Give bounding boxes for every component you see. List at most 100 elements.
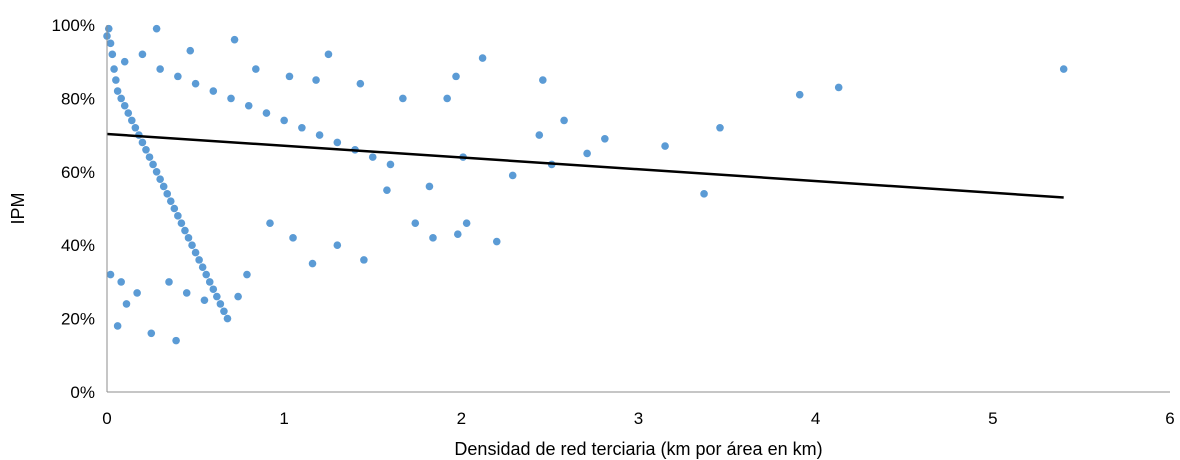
data-point bbox=[1059, 65, 1068, 73]
data-point bbox=[601, 134, 609, 143]
data-point bbox=[186, 46, 195, 55]
data-point bbox=[195, 256, 203, 264]
data-point bbox=[386, 160, 395, 169]
y-axis-title: IPM bbox=[8, 192, 28, 224]
data-point bbox=[243, 270, 251, 279]
data-point bbox=[443, 94, 451, 103]
data-point bbox=[478, 54, 487, 62]
data-point bbox=[360, 256, 368, 264]
data-point bbox=[383, 186, 391, 194]
data-point bbox=[280, 116, 288, 125]
data-point bbox=[138, 138, 147, 147]
x-tick-label: 3 bbox=[634, 409, 643, 428]
data-point bbox=[539, 76, 547, 84]
data-point bbox=[227, 94, 235, 103]
data-point bbox=[142, 145, 150, 154]
data-point bbox=[124, 109, 133, 117]
data-point bbox=[285, 72, 294, 81]
data-point bbox=[145, 153, 154, 161]
data-point bbox=[198, 263, 207, 272]
data-point bbox=[138, 50, 147, 59]
data-point bbox=[266, 219, 274, 227]
x-tick-label: 5 bbox=[988, 409, 997, 428]
data-point bbox=[147, 329, 156, 338]
data-point bbox=[106, 270, 115, 279]
x-axis-title: Densidad de red terciaria (km por área e… bbox=[454, 439, 822, 459]
data-point bbox=[191, 79, 200, 88]
x-tick-label: 0 bbox=[102, 409, 111, 428]
data-point bbox=[202, 270, 211, 279]
data-point bbox=[508, 171, 517, 180]
y-tick-label: 20% bbox=[61, 310, 95, 329]
data-point bbox=[315, 131, 324, 139]
data-point bbox=[112, 76, 120, 84]
data-point bbox=[356, 79, 365, 88]
trend-line bbox=[106, 132, 1064, 199]
data-point bbox=[159, 182, 168, 191]
data-point bbox=[220, 307, 228, 316]
data-point bbox=[368, 153, 377, 161]
data-point bbox=[429, 234, 437, 242]
data-point bbox=[795, 90, 804, 99]
data-point bbox=[583, 149, 591, 158]
data-point bbox=[289, 234, 297, 242]
data-point bbox=[133, 289, 141, 297]
data-point bbox=[165, 278, 173, 286]
y-axis-ticks: 0% 20% 40% 60% 80% 100% bbox=[52, 16, 95, 402]
x-tick-label: 4 bbox=[811, 409, 820, 428]
scatter-points bbox=[103, 24, 1068, 345]
data-point bbox=[716, 123, 724, 132]
data-point bbox=[262, 109, 271, 117]
data-point bbox=[156, 175, 164, 183]
data-point bbox=[120, 101, 129, 110]
data-point bbox=[333, 138, 342, 147]
data-point bbox=[113, 322, 122, 330]
data-point bbox=[110, 65, 118, 73]
y-tick-label: 60% bbox=[61, 163, 95, 182]
data-point bbox=[333, 241, 342, 249]
data-point bbox=[106, 39, 115, 48]
data-point bbox=[108, 50, 117, 59]
data-point bbox=[308, 259, 317, 268]
data-point bbox=[209, 285, 218, 294]
data-point bbox=[131, 123, 140, 132]
data-point bbox=[177, 219, 186, 227]
y-tick-label: 40% bbox=[61, 236, 95, 255]
x-tick-label: 6 bbox=[1165, 409, 1174, 428]
y-tick-label: 80% bbox=[61, 89, 95, 108]
data-point bbox=[181, 226, 189, 235]
data-point bbox=[661, 142, 669, 150]
data-point bbox=[560, 116, 568, 125]
data-point bbox=[156, 65, 164, 73]
data-point bbox=[535, 131, 544, 139]
data-point bbox=[700, 190, 708, 198]
data-point bbox=[492, 237, 501, 246]
data-point bbox=[205, 278, 214, 286]
data-point bbox=[223, 314, 232, 323]
data-point bbox=[298, 123, 306, 132]
x-axis-ticks: 0 1 2 3 4 5 6 bbox=[102, 409, 1174, 428]
data-point bbox=[244, 101, 253, 110]
data-point bbox=[117, 94, 125, 103]
data-point bbox=[128, 116, 136, 125]
data-point bbox=[234, 292, 242, 301]
data-point bbox=[163, 190, 172, 198]
x-tick-label: 1 bbox=[279, 409, 288, 428]
data-point bbox=[122, 300, 131, 308]
data-point bbox=[174, 72, 182, 81]
data-point bbox=[200, 296, 209, 305]
data-point bbox=[152, 24, 161, 33]
data-point bbox=[184, 234, 193, 242]
data-point bbox=[191, 248, 200, 257]
data-point bbox=[166, 197, 175, 205]
data-point bbox=[216, 300, 225, 308]
data-point bbox=[399, 94, 407, 103]
data-point bbox=[230, 35, 239, 44]
data-point bbox=[172, 336, 180, 345]
data-point bbox=[152, 168, 161, 176]
data-point bbox=[113, 87, 122, 95]
data-point bbox=[462, 219, 471, 227]
data-point bbox=[117, 278, 125, 286]
data-point bbox=[213, 292, 221, 301]
